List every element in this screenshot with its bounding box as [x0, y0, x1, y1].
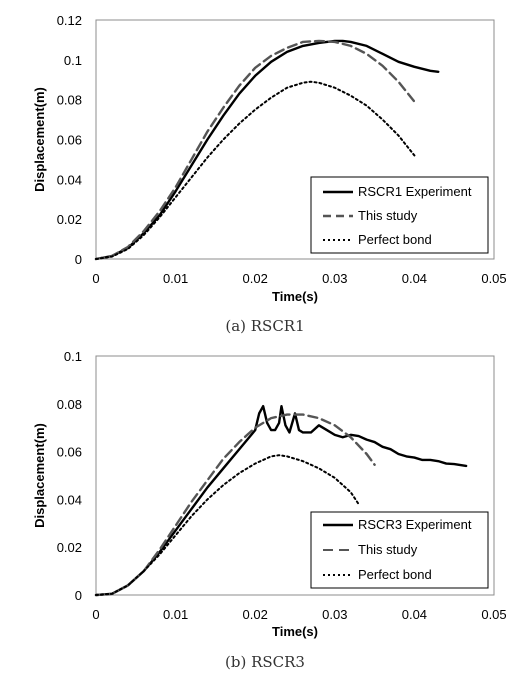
- legend: RSCR3 Experiment This study Perfect bond: [310, 511, 489, 589]
- caption: (a) RSCR1: [225, 317, 304, 335]
- y-tick-label: 0.08: [57, 397, 82, 412]
- x-tick-label: 0.05: [481, 607, 506, 622]
- y-tick-label: 0.12: [57, 13, 82, 28]
- series-line-experiment: [94, 39, 440, 261]
- y-tick-label: 0.1: [64, 53, 82, 68]
- y-tick-label: 0.06: [57, 445, 82, 460]
- x-tick-label: 0: [92, 271, 99, 286]
- legend-label-experiment: RSCR1 Experiment: [358, 184, 472, 199]
- series-line-perfect-bond: [95, 80, 416, 260]
- plot-area-border: [95, 355, 495, 596]
- chart-rscr1: 0 0.02 0.04 0.06 0.08 0.1 0.12 0 0.01 0.02 0.03 0.…: [32, 13, 507, 335]
- legend-label-perfect-bond: Perfect bond: [358, 567, 432, 582]
- y-tick-labels: 0 0.02 0.04 0.06 0.08 0.1 0.12: [57, 13, 82, 267]
- y-tick-label: 0.06: [57, 133, 82, 148]
- y-tick-label: 0.04: [57, 492, 82, 507]
- x-tick-label: 0.02: [243, 271, 268, 286]
- y-tick-label: 0: [75, 588, 82, 603]
- x-tick-label: 0.05: [481, 271, 506, 286]
- chart-rscr3: 0 0.02 0.04 0.06 0.08 0.1 0 0.01 0.02 0.03 0.04 0.…: [32, 349, 507, 671]
- y-tick-labels: 0 0.02 0.04 0.06 0.08 0.1: [57, 349, 82, 603]
- series-lines: [94, 404, 468, 597]
- series-line-this-study: [94, 39, 416, 261]
- x-tick-labels: 0 0.01 0.02 0.03 0.04 0.05: [92, 271, 506, 286]
- x-tick-label: 0.01: [163, 607, 188, 622]
- legend-label-experiment: RSCR3 Experiment: [358, 517, 472, 532]
- y-tick-label: 0.04: [57, 172, 82, 187]
- x-tick-labels: 0 0.01 0.02 0.03 0.04 0.05: [92, 607, 506, 622]
- series-lines: [94, 39, 440, 261]
- y-tick-label: 0.08: [57, 93, 82, 108]
- legend-label-this-study: This study: [358, 542, 418, 557]
- legend: RSCR1 Experiment This study Perfect bond: [310, 176, 489, 254]
- y-tick-label: 0: [75, 252, 82, 267]
- x-tick-label: 0.04: [402, 271, 427, 286]
- x-tick-label: 0: [92, 607, 99, 622]
- x-tick-label: 0.03: [322, 607, 347, 622]
- series-line-perfect-bond: [95, 454, 360, 596]
- x-axis-label: Time(s): [272, 289, 318, 304]
- y-tick-label: 0.02: [57, 212, 82, 227]
- plot-area-border: [95, 19, 495, 260]
- x-tick-label: 0.03: [322, 271, 347, 286]
- x-tick-label: 0.01: [163, 271, 188, 286]
- series-line-experiment: [94, 404, 468, 597]
- caption: (b) RSCR3: [225, 653, 305, 671]
- y-tick-label: 0.02: [57, 540, 82, 555]
- y-tick-label: 0.1: [64, 349, 82, 364]
- legend-label-perfect-bond: Perfect bond: [358, 232, 432, 247]
- x-axis-label: Time(s): [272, 624, 318, 639]
- y-axis-label: Displacement(m): [32, 87, 47, 192]
- y-axis-label: Displacement(m): [32, 423, 47, 528]
- x-tick-label: 0.04: [402, 607, 427, 622]
- x-tick-label: 0.02: [243, 607, 268, 622]
- legend-label-this-study: This study: [358, 208, 418, 223]
